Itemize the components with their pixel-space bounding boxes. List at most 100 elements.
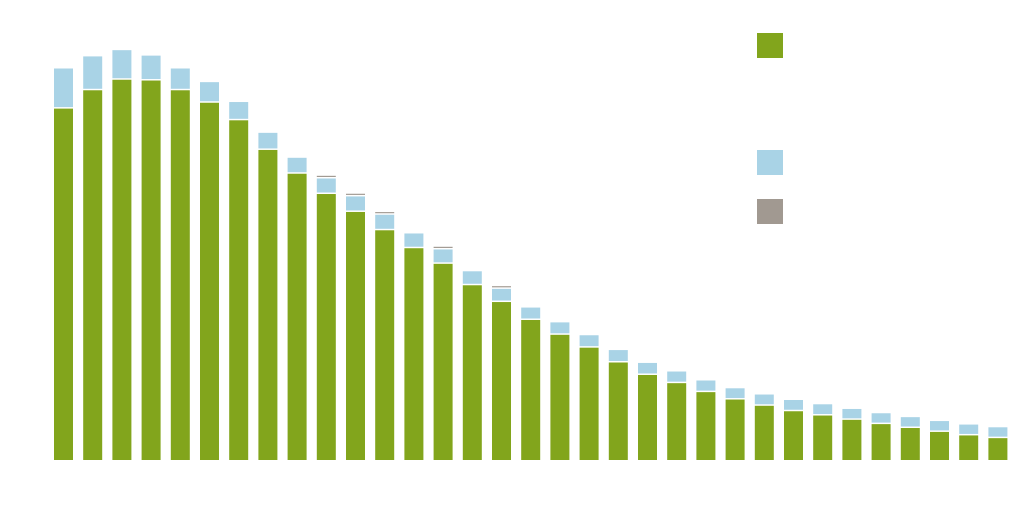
- bar-segment-series-2: [346, 196, 365, 211]
- bar-segment-series-2: [521, 307, 541, 319]
- bar-segment-series-1: [200, 102, 219, 460]
- bar-segment-series-1: [112, 79, 132, 460]
- bar-segment-series-2: [900, 417, 920, 427]
- legend-swatch-series-3: [757, 199, 783, 224]
- bar-segment-series-2: [608, 350, 628, 361]
- bar-group: [754, 394, 774, 460]
- bar-segment-series-2: [170, 68, 190, 89]
- bar-segment-series-2: [550, 322, 570, 334]
- bar-group: [725, 388, 745, 460]
- bar-segment-series-3: [433, 246, 453, 248]
- bar-group: [521, 307, 541, 460]
- legend-swatch-series-1: [757, 33, 783, 58]
- bar-group: [930, 421, 949, 460]
- bar-segment-series-1: [784, 411, 803, 460]
- bar-segment-series-1: [54, 108, 73, 461]
- bar-segment-series-2: [988, 427, 1008, 437]
- bar-segment-series-1: [170, 90, 190, 460]
- bar-segment-series-1: [433, 263, 453, 460]
- bar-segment-series-2: [83, 56, 103, 89]
- bar-group: [433, 246, 453, 460]
- bar-segment-series-2: [930, 421, 949, 431]
- bar-segment-series-2: [258, 132, 278, 149]
- bar-segment-series-3: [375, 212, 395, 214]
- legend: [757, 33, 783, 224]
- bar-group: [550, 322, 570, 460]
- bar-group: [229, 102, 249, 460]
- bar-segment-series-2: [754, 394, 774, 405]
- bar-segment-series-1: [316, 194, 336, 460]
- bar-segment-series-2: [579, 335, 599, 347]
- bar-segment-series-2: [813, 404, 833, 415]
- bar-segment-series-2: [141, 55, 161, 80]
- bar-group: [638, 362, 657, 460]
- bar-segment-series-1: [492, 302, 511, 460]
- bar-segment-series-1: [258, 149, 278, 460]
- bar-segment-series-2: [462, 271, 482, 284]
- bar-segment-series-2: [959, 424, 979, 434]
- bar-segment-series-2: [784, 400, 803, 410]
- bar-segment-series-1: [959, 435, 979, 460]
- bar-group: [579, 335, 599, 460]
- bar-group: [258, 132, 278, 460]
- bar-segment-series-1: [930, 431, 949, 460]
- bar-segment-series-1: [346, 211, 365, 460]
- bar-group: [813, 404, 833, 460]
- bar-segment-series-1: [83, 90, 103, 460]
- bar-segment-series-1: [667, 383, 687, 460]
- bar-segment-series-2: [54, 68, 73, 108]
- bar-group: [696, 380, 716, 460]
- bar-segment-series-2: [871, 413, 891, 423]
- bar-segment-series-2: [287, 157, 307, 173]
- bar-group: [871, 413, 891, 460]
- bar-segment-series-1: [521, 319, 541, 460]
- bar-group: [170, 68, 190, 460]
- bar-group: [667, 371, 687, 460]
- bar-segment-series-2: [404, 233, 424, 247]
- bar-segment-series-1: [550, 334, 570, 460]
- bar-group: [375, 212, 395, 460]
- bar-segment-series-1: [871, 424, 891, 460]
- bar-group: [200, 82, 219, 460]
- bar-segment-series-3: [316, 175, 336, 177]
- bar-segment-series-1: [696, 392, 716, 460]
- bar-group: [462, 271, 482, 460]
- bar-segment-series-2: [112, 50, 132, 79]
- bar-segment-series-2: [842, 408, 862, 419]
- bar-segment-series-1: [287, 173, 307, 461]
- bar-segment-series-1: [725, 399, 745, 460]
- bar-segment-series-2: [433, 249, 453, 263]
- bar-group: [784, 400, 803, 460]
- bar-group: [112, 50, 132, 460]
- bar-segment-series-1: [900, 428, 920, 460]
- bar-segment-series-1: [462, 285, 482, 460]
- bar-group: [316, 175, 336, 460]
- bar-segment-series-3: [346, 193, 365, 195]
- bar-group: [83, 56, 103, 460]
- bar-segment-series-2: [200, 82, 219, 102]
- bar-segment-series-3: [492, 286, 511, 288]
- bars-layer: [54, 50, 1008, 461]
- bar-segment-series-2: [316, 178, 336, 193]
- bar-segment-series-1: [754, 405, 774, 460]
- bar-segment-series-2: [229, 102, 249, 119]
- bar-group: [842, 408, 862, 460]
- bar-group: [988, 427, 1008, 460]
- bar-segment-series-2: [725, 388, 745, 399]
- bar-group: [54, 68, 73, 461]
- bar-segment-series-1: [813, 415, 833, 460]
- legend-swatch-series-2: [757, 150, 783, 175]
- bar-segment-series-1: [141, 80, 161, 460]
- bar-segment-series-2: [638, 362, 657, 374]
- bar-group: [492, 286, 511, 460]
- bar-segment-series-1: [375, 230, 395, 460]
- bar-segment-series-2: [375, 214, 395, 229]
- bar-group: [900, 417, 920, 460]
- bar-segment-series-1: [608, 362, 628, 460]
- bar-segment-series-2: [696, 380, 716, 391]
- bar-group: [141, 55, 161, 460]
- bar-segment-series-1: [988, 438, 1008, 460]
- bar-segment-series-1: [638, 374, 657, 460]
- bar-segment-series-2: [492, 288, 511, 301]
